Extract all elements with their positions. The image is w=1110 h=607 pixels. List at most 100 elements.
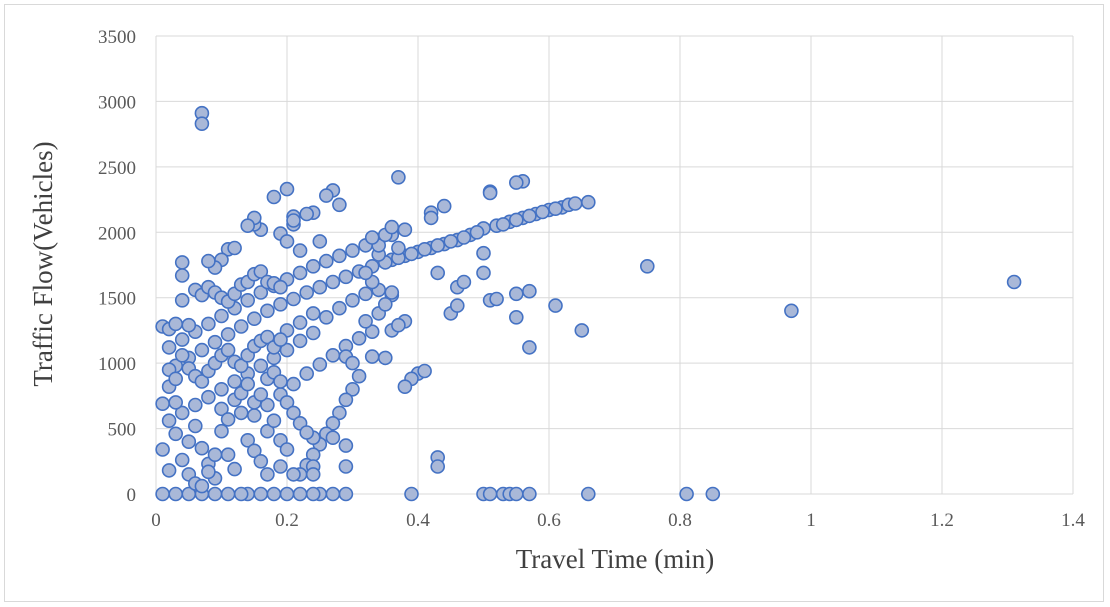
data-point [351,368,367,384]
data-point [391,317,406,333]
data-point [338,486,354,502]
data-point [266,486,282,502]
data-point [201,464,216,480]
data-point [168,486,183,502]
data-point [469,225,485,240]
data-point [240,218,255,233]
data-point [174,332,190,347]
data-point [430,459,446,474]
data-point [292,333,308,349]
data-point [233,405,249,421]
data-point [161,413,177,429]
data-point [194,440,210,456]
data-point [391,170,406,185]
data-point [508,286,524,302]
data-point [240,292,255,308]
data-point [260,303,275,319]
data-point [253,486,269,502]
data-point [155,396,170,412]
data-point [705,486,721,502]
data-point [286,467,301,482]
data-point [548,298,563,313]
data-point [318,188,334,203]
data-point [155,486,170,502]
data-point [247,408,262,423]
data-point [214,308,229,324]
data-point [384,285,400,300]
data-point [227,461,242,477]
data-point [338,459,354,474]
data-point [220,342,236,358]
data-point [194,374,210,389]
data-point [404,246,419,262]
data-point [338,269,354,285]
data-point [201,316,216,332]
data-point [279,234,295,249]
data-point [567,196,583,211]
data-point [273,296,288,312]
data-point [233,358,249,374]
data-point [423,210,439,226]
data-point [299,206,315,222]
data-point [456,274,472,290]
data-point [220,486,236,502]
data-point [174,255,190,270]
data-point [247,443,262,459]
data-point [188,397,203,413]
data-point [332,197,347,213]
data-point [181,434,197,450]
x-tick-labels: 0 0.2 0.4 0.6 0.8 1 1.2 1.4 [151,510,1085,531]
data-point [273,374,288,389]
data-point [214,423,229,439]
data-point [181,317,197,333]
data-point [299,425,315,440]
data-point [292,243,308,258]
data-point [443,234,459,249]
data-point [174,347,190,363]
data-point [253,264,269,279]
data-point [207,334,223,350]
data-point [358,313,373,329]
data-point [260,423,275,439]
data-point [312,234,328,249]
data-point [580,486,596,502]
data-point [574,323,590,338]
data-point [345,381,360,397]
data-point [174,292,190,308]
data-point [292,265,308,281]
data-point [299,366,315,381]
data-point [508,486,524,502]
x-tick-label: 0.8 [668,510,692,531]
y-tick-label: 3500 [98,27,136,48]
data-point [679,486,694,502]
data-point [476,245,491,261]
data-point [312,357,328,372]
y-tick-label: 2500 [98,158,136,179]
data-point [482,185,498,201]
data-point [318,309,334,325]
data-point [233,486,249,502]
data-point [207,447,223,463]
data-point [417,242,432,257]
data-point [404,486,419,502]
data-point [325,274,341,290]
data-point [286,376,301,392]
data-point [299,285,315,300]
data-point [358,265,373,281]
data-point [305,325,321,341]
data-point [364,324,380,340]
data-point [201,253,216,269]
data-point [292,315,308,330]
data-point [325,415,341,431]
data-point [305,306,321,321]
data-point [305,258,321,274]
data-point [548,201,563,216]
data-point [430,238,446,253]
data-point [220,412,236,427]
x-tick-label: 1.4 [1061,510,1085,531]
x-tick-label: 0.2 [275,510,299,531]
data-point [482,486,498,502]
data-point [332,300,347,316]
data-point [253,358,269,374]
data-point [449,298,465,313]
